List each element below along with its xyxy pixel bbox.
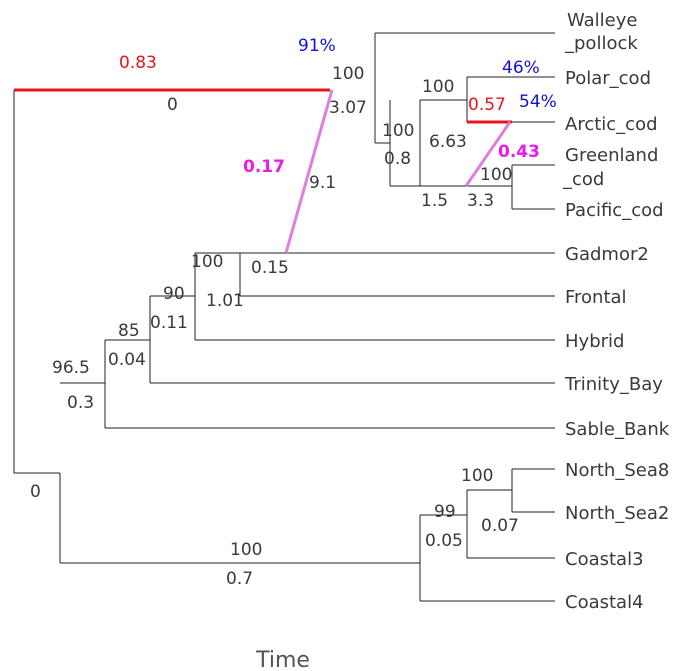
node-label-frontal-node-length: 1.01 <box>206 291 244 311</box>
leaf-north-sea8: North_Sea8 <box>565 460 669 481</box>
node-label-frontal-node-support: 100 <box>191 252 223 272</box>
node-label-migration-length: 9.1 <box>309 173 336 193</box>
node-label-atlantic-support: 96.5 <box>52 358 90 378</box>
frontal-stem <box>194 252 555 297</box>
leaf-trinity-bay: Trinity_Bay <box>564 374 663 395</box>
migration-edge-greenland <box>464 121 512 187</box>
east-stem <box>60 515 555 602</box>
node-label-gadmor2-node-length: 0.15 <box>251 258 289 278</box>
node-label-greenland-pacific-length-b: 3.3 <box>467 191 494 211</box>
leaf-arctic-cod: Arctic_cod <box>565 114 658 135</box>
node-label-cod-clade-support: 100 <box>382 121 414 141</box>
leaf-coastal3: Coastal3 <box>565 549 644 570</box>
migration-edges <box>14 88 512 254</box>
node-label-hybrid-node-length: 0.11 <box>150 313 188 333</box>
node-label-east-support: 100 <box>230 540 262 560</box>
leaf-sable-bank: Sable_Bank <box>565 419 670 440</box>
migration-weights: 0.83 0.17 0.57 0.43 <box>119 53 540 177</box>
node-label-atlantic-length: 0.3 <box>67 393 94 413</box>
leaf-hybrid: Hybrid <box>565 331 624 352</box>
node-label-greenland-pacific-length-a: 1.5 <box>421 191 448 211</box>
northsea-stem <box>467 468 555 513</box>
node-label-northsea-length: 0.07 <box>481 516 519 536</box>
polar-arctic-stem <box>420 76 555 123</box>
percentage-labels: 91% 46% 54% <box>298 36 557 112</box>
percentage-polar: 46% <box>502 58 540 78</box>
node-label-east-length: 0.7 <box>226 569 253 589</box>
percentage-arctic: 54% <box>519 92 557 112</box>
tree-branches <box>13 32 555 602</box>
outgroup-stem <box>374 32 555 144</box>
trinity-stem <box>104 339 555 384</box>
leaf-gadmor2: Gadmor2 <box>565 244 649 265</box>
coastal3-stem <box>420 490 555 559</box>
migration-edge-atlantic <box>284 89 334 254</box>
node-label-root: 0 <box>30 482 41 502</box>
node-label-greenland-pacific-support: 100 <box>480 165 512 185</box>
migration-weight-root: 0.83 <box>119 53 157 73</box>
node-label-northsea-support: 100 <box>461 466 493 486</box>
node-label-coastal3-node-length: 0.05 <box>425 531 463 551</box>
node-label-hybrid-node-support: 90 <box>163 284 185 304</box>
leaf-coastal4: Coastal4 <box>565 592 644 613</box>
cod-clade-stem <box>389 100 420 187</box>
leaf-greenland-line2: _cod <box>562 169 604 190</box>
leaf-greenland-line1: Greenland <box>565 145 658 166</box>
node-label-trinity-node-length: 0.04 <box>108 350 146 370</box>
leaf-walleye-line1: Walleye <box>567 10 637 31</box>
node-label-polar-arctic-length: 6.63 <box>429 132 467 152</box>
migration-weight-atlantic: 0.17 <box>243 157 285 177</box>
leaf-pacific-cod: Pacific_cod <box>565 200 664 221</box>
root-stem <box>13 90 60 474</box>
hybrid-stem <box>149 295 555 341</box>
percentage-walleye: 91% <box>298 36 336 56</box>
atlantic-stem <box>60 382 555 429</box>
node-label-polar-arctic-support: 100 <box>422 77 454 97</box>
node-label-outgroup-length: 3.07 <box>329 98 367 118</box>
node-labels: 0 100 3.07 100 0.8 100 6.63 100 1.5 3.3 … <box>30 64 519 589</box>
node-label-trinity-node-support: 85 <box>118 321 140 341</box>
node-label-root-branch-length: 0 <box>167 95 178 115</box>
node-label-coastal3-node-support: 99 <box>434 502 456 522</box>
leaf-labels: Walleye _pollock Polar_cod Arctic_cod Gr… <box>562 10 670 613</box>
leaf-polar-cod: Polar_cod <box>565 68 651 89</box>
node-label-cod-clade-length: 0.8 <box>384 149 411 169</box>
node-label-outgroup-support: 100 <box>332 64 364 84</box>
leaf-north-sea2: North_Sea2 <box>565 503 669 524</box>
migration-weight-greenland: 0.43 <box>498 142 540 162</box>
leaf-frontal: Frontal <box>565 287 627 308</box>
leaf-walleye-line2: _pollock <box>564 33 638 54</box>
x-axis-label: Time <box>255 648 310 671</box>
migration-weight-arctic: 0.57 <box>468 95 506 115</box>
